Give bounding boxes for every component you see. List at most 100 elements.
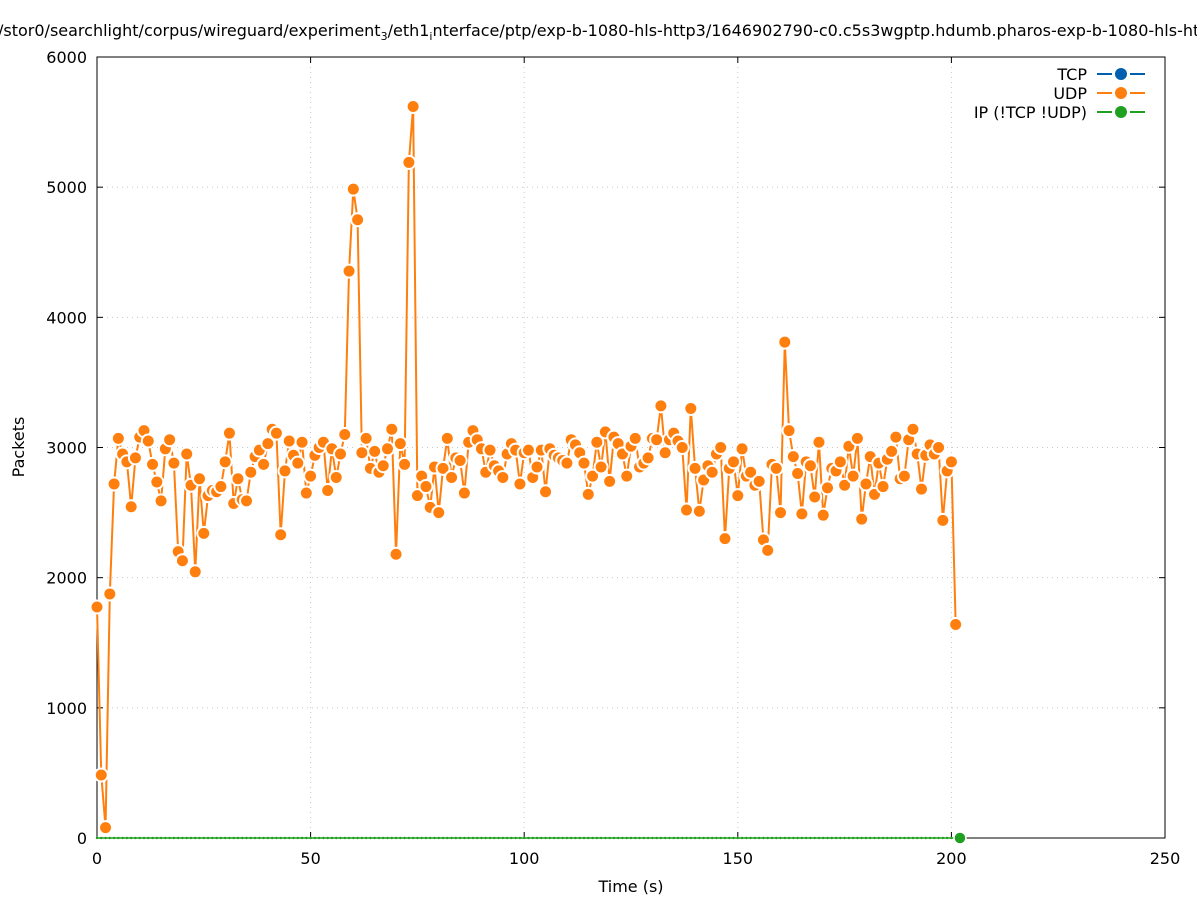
udp-point [790,466,806,482]
ip-point [779,836,782,840]
ip-point [945,836,949,840]
y-tick-label: 4000 [46,308,87,327]
udp-point [679,502,695,518]
ip-point [138,836,141,840]
ip-point [493,836,496,840]
udp-point [409,488,425,504]
udp-point [213,479,229,495]
udp-point [815,507,831,523]
ip-point [403,836,406,840]
ip-point [659,836,663,840]
udp-point [221,425,237,441]
ip-point [223,836,227,840]
ip-point [587,836,590,840]
udp-point [794,506,810,522]
y-tick-label: 5000 [46,178,87,197]
ip-point [245,836,248,840]
udp-point [102,586,118,602]
ip-point [241,836,244,840]
ip-point [685,836,688,840]
ip-point [578,836,581,840]
ip-point [766,836,769,840]
ip-point [608,836,611,840]
ip-point [822,836,825,840]
ip-point [851,836,855,840]
legend-marker [1115,87,1127,99]
ip-point [168,836,171,840]
ip-point [505,836,509,840]
ip-point [706,836,710,840]
y-tick-label: 6000 [46,48,87,67]
ip-point [689,836,693,840]
ip-point [347,836,351,840]
ip-point [108,836,112,840]
ip-point [202,836,205,840]
udp-point [593,459,609,475]
udp-point [149,474,165,490]
udp-point [627,430,643,446]
ip-point [420,836,423,840]
ip-point [429,836,432,840]
udp-point [875,479,891,495]
udp-point [268,425,284,441]
ip-point [745,836,748,840]
udp-point [730,488,746,504]
ip-point [775,836,778,840]
ip-point [907,836,910,840]
series-layer [89,98,967,845]
udp-point [751,473,767,489]
udp-point [290,455,306,471]
udp-point [162,432,178,448]
udp-point [256,456,272,472]
ip-point [531,836,534,840]
axes: 0 50 100 150 200 250 0 1000 2000 3000 4000 5000 6000 [46,48,1180,868]
legend-label: IP (!TCP !UDP) [974,103,1087,122]
title-segment: /stor0/searchlight/corpus/wireguard/expe… [0,21,381,40]
ip-point [480,836,483,840]
ip-point [159,836,163,840]
ip-point [283,836,287,840]
ip-point [330,836,334,840]
ip-point [151,836,154,840]
ip-point [181,836,184,840]
ip-point [185,836,188,840]
ip-point [869,836,872,840]
ip-point [189,836,193,840]
ip-point [484,836,487,840]
ip-point [839,836,842,840]
udp-point [734,441,750,457]
udp-point [89,599,105,615]
ip-point [476,836,479,840]
ip-point [796,836,799,840]
x-tick-label: 0 [92,849,102,868]
ip-point [813,836,816,840]
udp-point [849,430,865,446]
ip-point [950,836,953,840]
udp-point [777,334,793,350]
udp-point [585,468,601,484]
ip-point [591,836,594,840]
udp-point [333,446,349,462]
udp-point [935,512,951,528]
ip-point [898,836,902,840]
ip-point [441,836,445,840]
ip-point [604,836,607,840]
ip-point [129,836,133,840]
udp-point [354,445,370,461]
udp-point [431,505,447,521]
udp-point [187,564,203,580]
ip-point [565,836,569,840]
udp-point [913,481,929,497]
ip-point [450,836,453,840]
udp-point [760,542,776,558]
ip-point [710,836,714,840]
ip-point [535,836,539,840]
ip-point [881,836,885,840]
title-subscript: 3 [381,30,388,43]
ip-point [471,836,475,840]
ip-point [540,836,543,840]
ip-point [668,836,671,840]
ip-point [625,836,628,840]
ip-point [360,836,364,840]
udp-point [384,421,400,437]
